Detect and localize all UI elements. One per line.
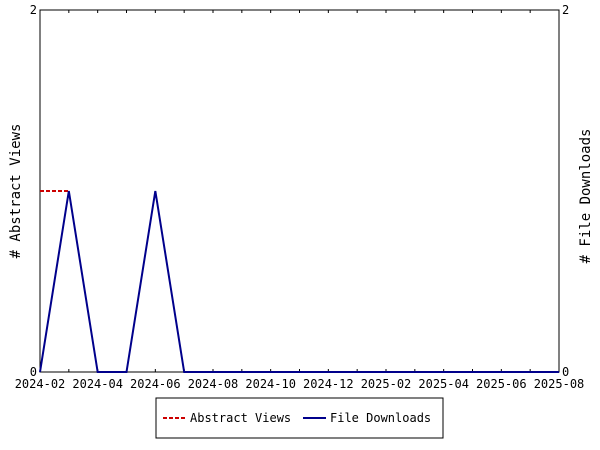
x-tick-label: 2025-04 xyxy=(418,377,469,391)
y2-tick-label: 0 xyxy=(562,365,569,379)
y2-axis-title: # File Downloads xyxy=(578,129,594,264)
legend-label-file-downloads: File Downloads xyxy=(330,411,431,425)
x-tick-label: 2025-08 xyxy=(534,377,585,391)
x-tick-label: 2024-08 xyxy=(188,377,239,391)
x-tick-label: 2024-12 xyxy=(303,377,354,391)
series-layer xyxy=(39,190,559,373)
plot-area xyxy=(39,9,560,373)
x-tick-label: 2024-10 xyxy=(245,377,296,391)
legend-box xyxy=(155,397,444,439)
y-tick-label: 0 xyxy=(30,365,37,379)
y-axis-title: # Abstract Views xyxy=(8,124,24,259)
legend-label-abstract-views: Abstract Views xyxy=(190,411,291,425)
series-line-file-downloads xyxy=(39,190,559,373)
x-tick-label: 2024-02 xyxy=(15,377,66,391)
y-axis-ticks: 0 2 0 2 xyxy=(30,3,569,379)
y2-tick-label: 2 xyxy=(562,3,569,17)
x-axis-ticks: 2024-02 2024-04 2024-06 2024-08 2024-10 2024-… xyxy=(15,10,585,391)
x-tick-label: 2025-02 xyxy=(361,377,412,391)
x-tick-label: 2024-06 xyxy=(130,377,181,391)
x-tick-label: 2025-06 xyxy=(476,377,527,391)
x-tick-label: 2024-04 xyxy=(72,377,123,391)
y-tick-label: 2 xyxy=(30,3,37,17)
legend: Abstract Views File Downloads xyxy=(155,397,444,439)
